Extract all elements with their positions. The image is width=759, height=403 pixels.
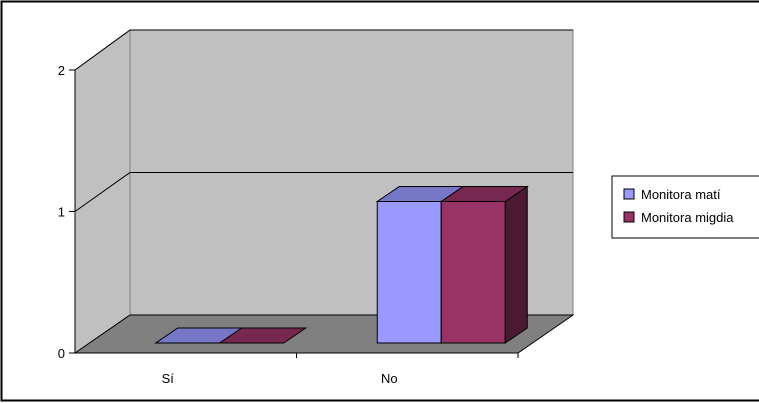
- y-tick-label: 2: [58, 63, 65, 78]
- bar-group: [154, 185, 529, 344]
- bar-0-1: [218, 327, 308, 344]
- legend-label: Monitora matí: [641, 187, 721, 202]
- axis-labels: 0 1 2 Sí No: [58, 63, 519, 386]
- legend-box: [611, 175, 759, 239]
- bar-front: [440, 201, 506, 344]
- gridline: [74, 172, 573, 212]
- y-tick-label: 0: [58, 346, 65, 361]
- gridline: [74, 29, 573, 71]
- bar-top: [218, 327, 308, 344]
- legend: Monitora matí Monitora migdia: [611, 175, 759, 239]
- bar-front: [376, 201, 442, 344]
- bar-top: [439, 186, 529, 202]
- legend-swatch: [623, 211, 635, 223]
- y-tick-label: 1: [58, 205, 65, 220]
- x-category-label: No: [381, 371, 398, 386]
- bar-1-1: [439, 185, 529, 344]
- legend-swatch: [623, 188, 635, 200]
- x-category-label: Sí: [162, 371, 175, 386]
- legend-label: Monitora migdia: [641, 210, 734, 225]
- bar-side: [504, 185, 528, 344]
